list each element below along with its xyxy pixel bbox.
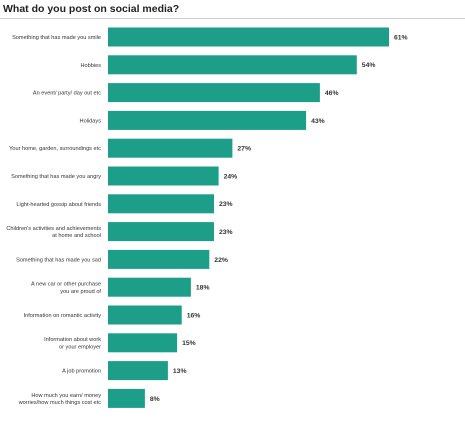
- bar: [108, 110, 307, 130]
- category-label-line: at home and school: [52, 233, 101, 239]
- category-label-line: A new car or other purchase: [31, 282, 101, 288]
- category-label-line: Information on romantic activity: [24, 313, 102, 319]
- value-label: 22%: [214, 257, 228, 264]
- bar: [108, 361, 168, 381]
- value-label: 61%: [394, 34, 408, 41]
- value-label: 27%: [237, 146, 251, 153]
- bar: [108, 27, 389, 47]
- value-label: 8%: [150, 396, 160, 403]
- bar: [108, 277, 191, 297]
- bar: [108, 83, 320, 103]
- category-label-line: Hobbies: [80, 63, 101, 69]
- category-label-line: Something that has made you sad: [16, 257, 101, 263]
- value-label: 16%: [187, 312, 201, 319]
- category-label: Information on romantic activity: [24, 313, 102, 319]
- bar: [108, 333, 178, 353]
- value-label: 46%: [325, 90, 339, 97]
- value-label: 43%: [311, 118, 325, 125]
- category-label-line: worries/how much things cost etc: [18, 400, 102, 406]
- category-label-line: Holidays: [80, 118, 102, 124]
- value-label: 23%: [219, 229, 233, 236]
- category-label: Hobbies: [80, 63, 101, 69]
- value-label: 24%: [224, 173, 238, 180]
- bar: [108, 55, 357, 75]
- category-label-line: Children's activities and achievements: [6, 226, 101, 232]
- category-label: Your home, garden, surroundings etc: [9, 146, 101, 152]
- category-label-line: A job promotion: [62, 369, 101, 375]
- bar: [108, 166, 219, 186]
- bar: [108, 194, 214, 214]
- category-label: An event/ party/ day out etc: [33, 91, 101, 97]
- value-label: 15%: [182, 340, 196, 347]
- category-label: Something that has made you angry: [11, 174, 101, 180]
- value-label: 23%: [219, 201, 233, 208]
- bar: [108, 222, 214, 242]
- value-label: 13%: [173, 368, 187, 375]
- category-label-line: you are proud of: [60, 289, 101, 295]
- category-label-line: An event/ party/ day out etc: [33, 91, 101, 97]
- category-label-line: How much you earn/ money: [31, 393, 101, 399]
- bar: [108, 388, 145, 408]
- category-label: A job promotion: [62, 369, 101, 375]
- chart-title: What do you post on social media?: [3, 3, 180, 15]
- category-label: How much you earn/ money worries/how much…: [18, 393, 102, 406]
- category-label-line: or your employer: [59, 344, 101, 350]
- title-divider: [0, 18, 465, 19]
- category-label: Children's activities and achievements at…: [6, 226, 101, 239]
- bar: [108, 249, 210, 269]
- category-label: Something that has made you smile: [12, 35, 101, 41]
- category-label: A new car or other purchase you are proud…: [31, 282, 101, 295]
- category-label-line: Light-hearted gossip about friends: [16, 202, 101, 208]
- category-label-line: Something that has made you angry: [11, 174, 101, 180]
- bar: [108, 138, 233, 158]
- value-label: 18%: [196, 285, 210, 292]
- category-label: Information about work or your employer: [44, 337, 101, 350]
- bar: [108, 305, 182, 325]
- category-label-line: Your home, garden, surroundings etc: [9, 146, 101, 152]
- category-label: Holidays: [80, 118, 102, 124]
- category-label: Light-hearted gossip about friends: [16, 202, 101, 208]
- category-label-line: Information about work: [44, 337, 101, 343]
- category-label: Something that has made you sad: [16, 257, 101, 263]
- category-label-line: Something that has made you smile: [12, 35, 101, 41]
- value-label: 54%: [362, 62, 376, 69]
